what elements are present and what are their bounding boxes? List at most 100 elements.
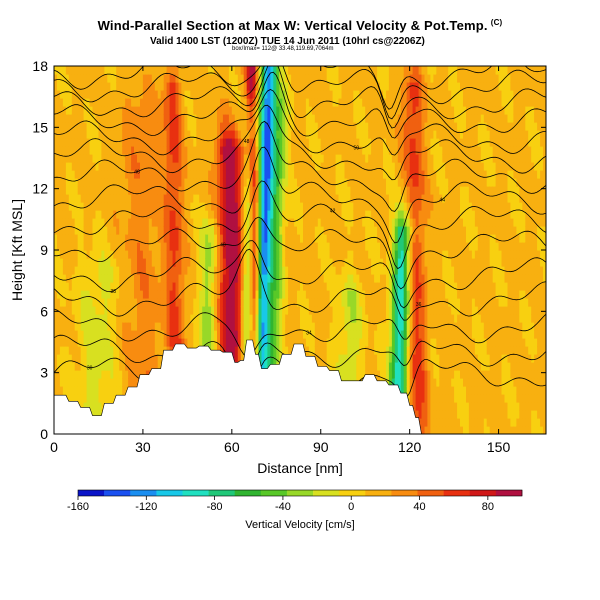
velocity-cell	[297, 186, 301, 195]
velocity-cell	[258, 290, 263, 299]
velocity-cell	[104, 338, 108, 347]
velocity-cell	[374, 290, 378, 299]
velocity-cell	[154, 66, 159, 75]
velocity-cell	[371, 274, 375, 283]
velocity-cell	[356, 186, 360, 195]
velocity-cell	[116, 250, 120, 259]
velocity-cell	[211, 274, 215, 283]
velocity-cell	[113, 242, 117, 251]
velocity-cell	[237, 74, 242, 83]
velocity-cell	[122, 346, 126, 355]
velocity-cell	[211, 322, 215, 331]
velocity-cell	[338, 258, 343, 267]
velocity-cell	[131, 194, 135, 203]
velocity-cell	[261, 330, 266, 339]
velocity-cell	[261, 242, 266, 251]
velocity-cell	[196, 298, 200, 307]
velocity-cell	[65, 290, 70, 299]
velocity-cell	[228, 242, 233, 251]
velocity-cell	[157, 330, 162, 339]
velocity-cell	[151, 250, 156, 259]
velocity-cell	[371, 258, 375, 267]
velocity-cell	[246, 210, 251, 219]
velocity-cell	[57, 362, 61, 371]
velocity-cell	[166, 210, 171, 219]
velocity-cell	[95, 282, 100, 291]
velocity-cell	[214, 154, 218, 163]
velocity-cell	[365, 258, 369, 267]
velocity-cell	[68, 306, 73, 315]
velocity-cell	[140, 178, 144, 187]
velocity-cell	[202, 338, 206, 347]
velocity-cell	[222, 226, 227, 235]
velocity-cell	[172, 122, 177, 131]
velocity-cell	[243, 298, 248, 307]
velocity-cell	[356, 290, 360, 299]
velocity-cell	[77, 106, 82, 115]
velocity-cell	[137, 194, 141, 203]
velocity-cell	[220, 66, 224, 75]
velocity-cell	[329, 258, 334, 267]
velocity-cell	[190, 178, 194, 187]
velocity-cell	[243, 66, 248, 75]
velocity-cell	[151, 74, 156, 83]
velocity-cell	[95, 234, 100, 243]
velocity-cell	[356, 370, 360, 379]
velocity-cell	[317, 82, 322, 91]
velocity-cell	[228, 258, 233, 267]
velocity-cell	[196, 154, 200, 163]
velocity-cell	[59, 146, 64, 155]
velocity-cell	[166, 242, 171, 251]
velocity-cell	[211, 74, 215, 83]
velocity-cell	[344, 298, 349, 307]
velocity-cell	[211, 266, 215, 275]
velocity-cell	[220, 266, 224, 275]
velocity-cell	[282, 258, 286, 267]
velocity-cell	[62, 106, 67, 115]
velocity-cell	[228, 170, 233, 179]
velocity-cell	[131, 234, 135, 243]
velocity-cell	[181, 258, 185, 267]
velocity-cell	[57, 306, 61, 315]
velocity-cell	[303, 74, 307, 83]
velocity-cell	[196, 146, 200, 155]
velocity-cell	[54, 202, 58, 211]
velocity-cell	[246, 178, 251, 187]
velocity-cell	[270, 170, 274, 179]
velocity-cell	[187, 66, 191, 75]
velocity-cell	[314, 346, 319, 355]
velocity-cell	[220, 322, 224, 331]
velocity-cell	[107, 162, 111, 171]
velocity-cell	[240, 282, 245, 291]
velocity-cell	[83, 394, 88, 403]
velocity-cell	[169, 290, 174, 299]
velocity-cell	[246, 250, 251, 259]
velocity-cell	[163, 338, 168, 347]
velocity-cell	[329, 186, 334, 195]
velocity-cell	[308, 186, 313, 195]
velocity-cell	[145, 370, 150, 379]
velocity-cell	[110, 362, 114, 371]
velocity-cell	[291, 234, 295, 243]
velocity-cell	[255, 82, 260, 91]
velocity-cell	[89, 394, 94, 403]
velocity-cell	[231, 66, 236, 75]
velocity-cell	[157, 210, 162, 219]
velocity-cell	[205, 90, 209, 99]
velocity-cell	[131, 146, 135, 155]
velocity-cell	[317, 170, 322, 179]
velocity-cell	[89, 226, 94, 235]
velocity-cell	[273, 322, 277, 331]
velocity-cell	[157, 314, 162, 323]
velocity-cell	[54, 378, 58, 387]
velocity-cell	[199, 130, 203, 139]
velocity-cell	[311, 322, 316, 331]
velocity-cell	[329, 210, 334, 219]
velocity-cell	[320, 218, 325, 227]
velocity-cell	[68, 370, 73, 379]
velocity-cell	[300, 122, 304, 131]
velocity-cell	[131, 162, 135, 171]
velocity-cell	[294, 106, 298, 115]
velocity-cell	[220, 170, 224, 179]
velocity-cell	[255, 202, 260, 211]
